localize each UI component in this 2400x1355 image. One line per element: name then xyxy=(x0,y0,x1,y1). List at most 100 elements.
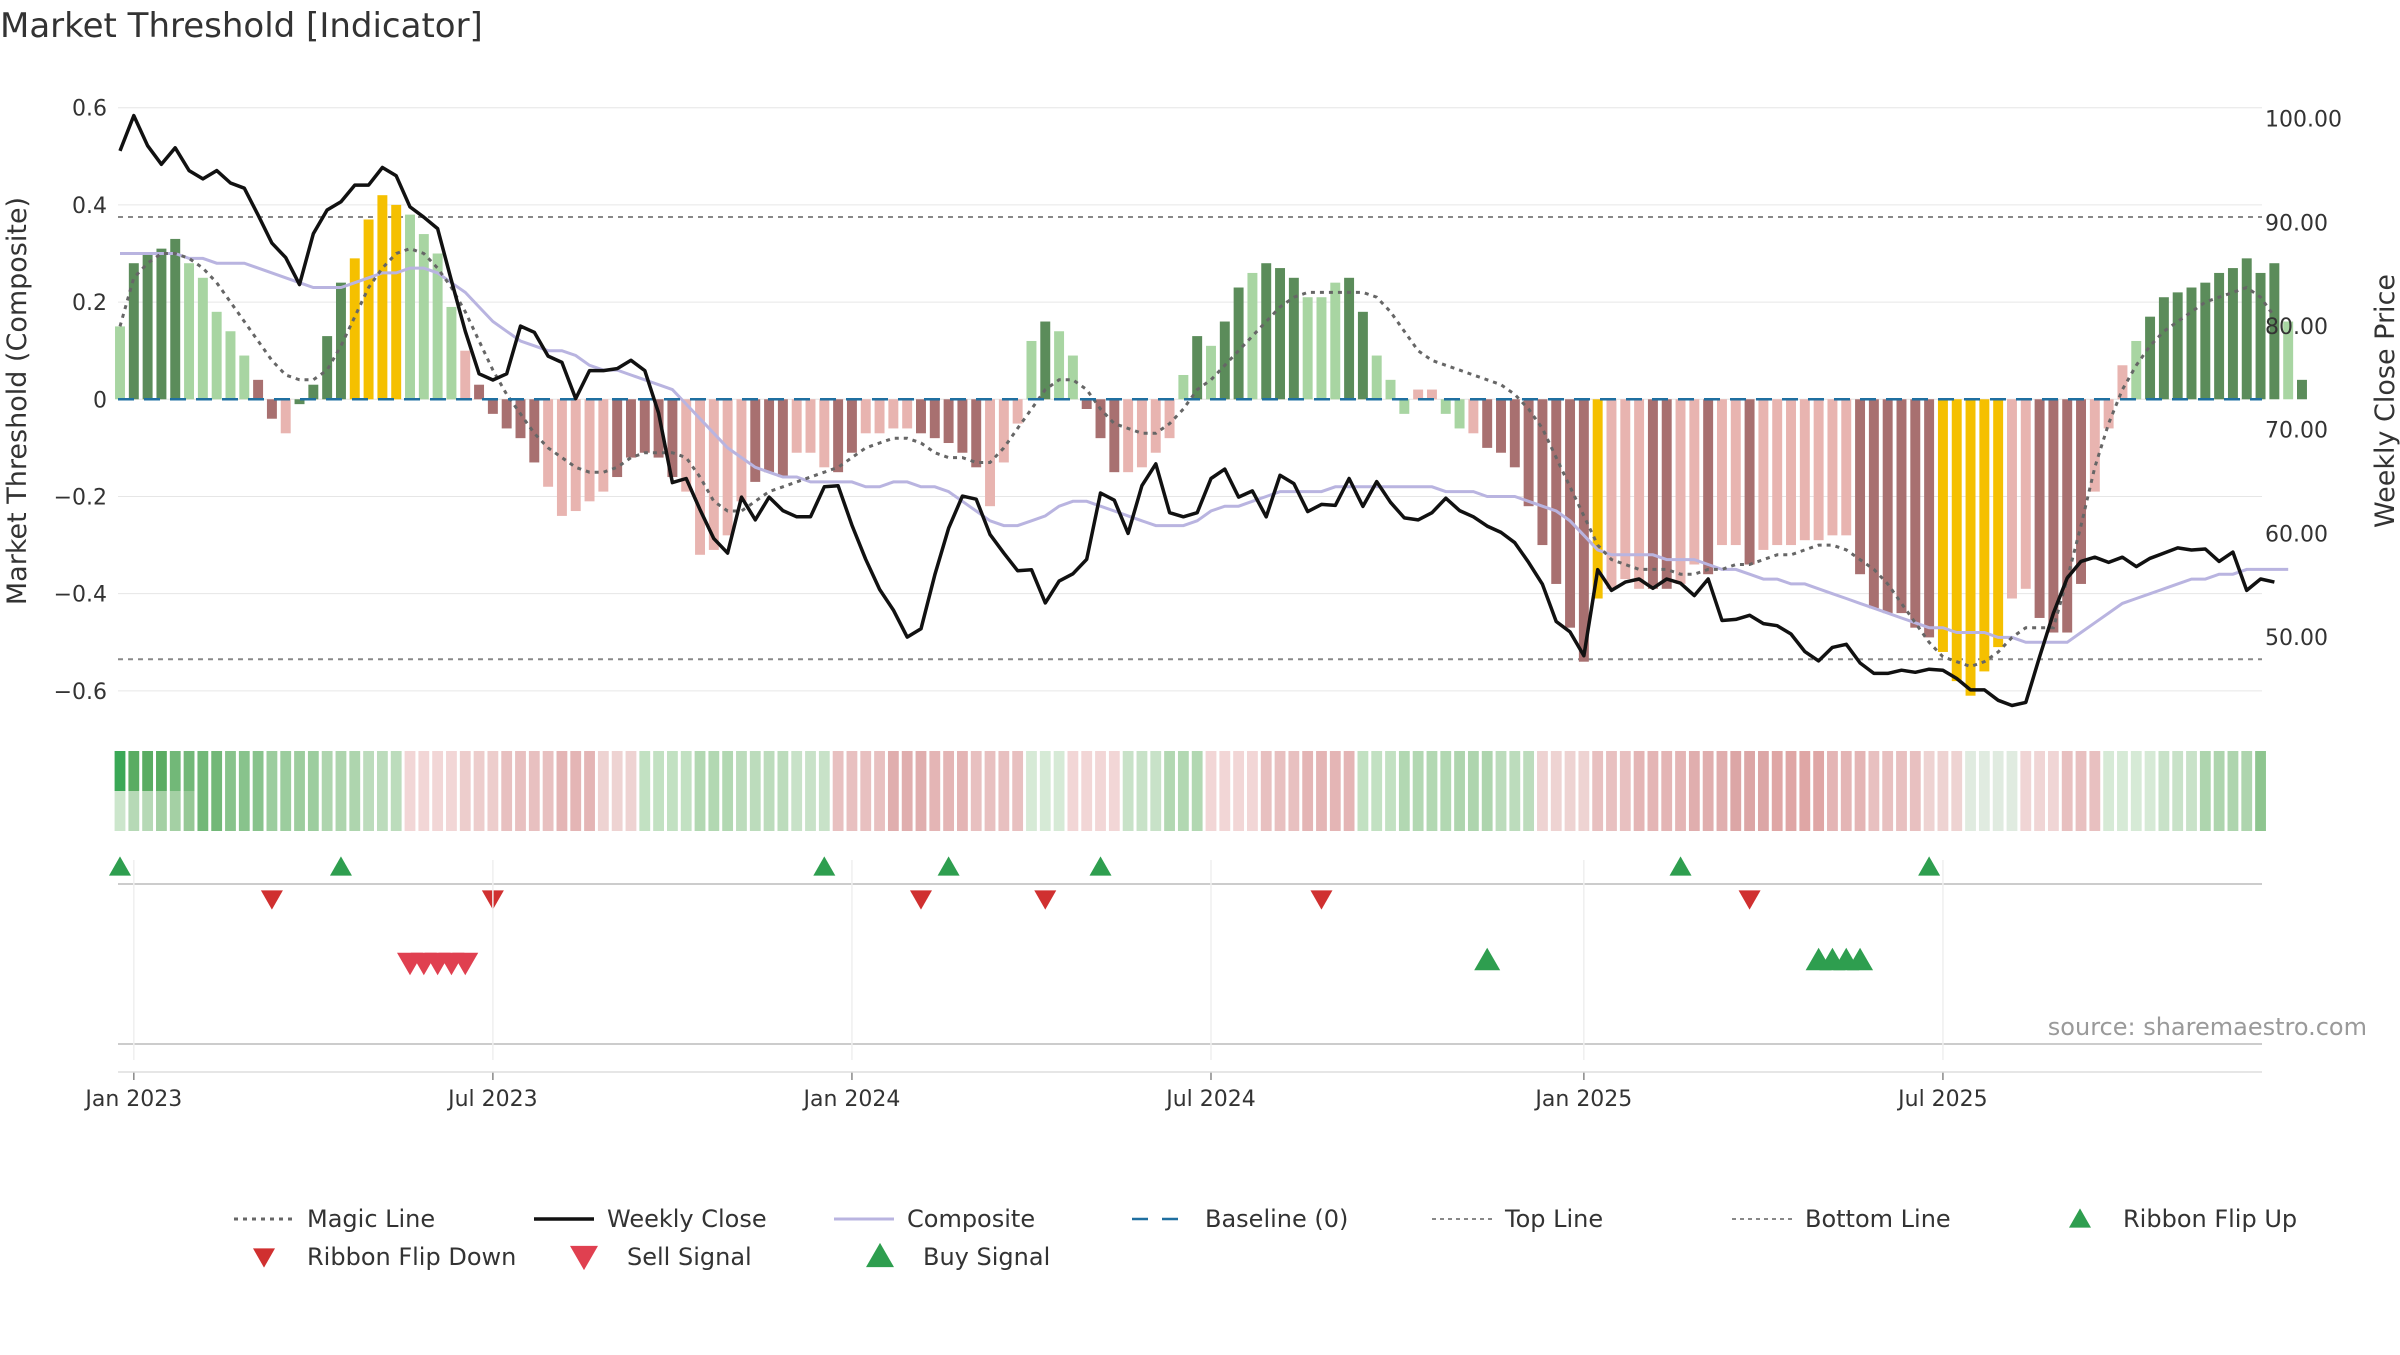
ribbon-cell xyxy=(1233,751,1245,791)
composite-bar xyxy=(1993,399,2004,648)
legend-label: Buy Signal xyxy=(923,1243,1050,1271)
composite-bar xyxy=(1316,297,1327,400)
composite-bar xyxy=(902,399,913,429)
ribbon-cell xyxy=(1840,791,1852,831)
ribbon-cell xyxy=(1647,791,1659,831)
ribbon-cell xyxy=(1233,791,1245,831)
composite-bar xyxy=(418,234,429,400)
legend-swatch xyxy=(2069,1208,2091,1228)
legend-label: Ribbon Flip Down xyxy=(307,1243,516,1271)
ribbon-cell xyxy=(556,791,568,831)
composite-bar xyxy=(253,379,264,400)
ribbon-cell xyxy=(183,791,195,831)
ribbon-cell xyxy=(1688,791,1700,831)
ribbon-cell xyxy=(238,791,250,831)
ribbon-cell xyxy=(570,751,582,791)
composite-bar xyxy=(446,306,457,400)
composite-bar xyxy=(1647,399,1658,589)
ribbon-cell xyxy=(1854,751,1866,791)
ribbon-cell xyxy=(1909,791,1921,831)
ribbon-cell xyxy=(1454,751,1465,791)
composite-bar xyxy=(556,399,567,516)
composite-bar xyxy=(916,399,926,434)
ribbon-flip-up-marker xyxy=(1089,856,1112,876)
composite-bar xyxy=(1150,399,1161,453)
magic-line xyxy=(118,247,2276,669)
composite-bar xyxy=(1426,389,1437,400)
ribbon-cell xyxy=(225,791,236,831)
ribbon-cell xyxy=(211,791,223,831)
ribbon-cell xyxy=(1205,791,1217,831)
ribbon-cell xyxy=(1827,791,1838,831)
composite-bar xyxy=(1841,399,1852,536)
ribbon-cell xyxy=(597,791,609,831)
ribbon-cell xyxy=(984,751,996,791)
ribbon-cell xyxy=(998,751,1010,791)
composite-bar xyxy=(1371,355,1382,400)
composite-bar xyxy=(1136,399,1147,468)
ribbon-cell xyxy=(1039,751,1051,791)
ribbon-cell xyxy=(1757,791,1769,831)
ribbon-cell xyxy=(1937,791,1949,831)
composite-bar xyxy=(722,399,733,536)
composite-bar xyxy=(1868,399,1879,609)
composite-bar xyxy=(1675,399,1686,584)
composite-bar xyxy=(888,399,899,429)
right-tick-label: 90.00 xyxy=(2265,211,2328,236)
composite-bar xyxy=(1882,399,1893,614)
ribbon-cell xyxy=(1108,751,1120,791)
composite-bar xyxy=(1123,399,1134,473)
ribbon-cell xyxy=(1716,751,1728,791)
ribbon-cell xyxy=(1150,751,1162,791)
ribbon-cell xyxy=(1012,791,1024,831)
x-tick-label: Jan 2025 xyxy=(1533,1087,1632,1112)
ribbon-cell xyxy=(611,751,623,791)
ribbon-cell xyxy=(2186,791,2197,831)
ribbon-cell xyxy=(321,791,333,831)
composite-bar xyxy=(156,248,167,400)
ribbon-cell xyxy=(487,751,499,791)
ribbon-cell xyxy=(1509,791,1521,831)
ribbon-flip-panel xyxy=(109,856,2262,910)
composite-bar xyxy=(1786,399,1796,546)
composite-bar xyxy=(1965,399,1976,696)
composite-bar xyxy=(1067,355,1078,400)
ribbon-cell xyxy=(1592,791,1604,831)
ribbon-cell xyxy=(1923,751,1935,791)
ribbon-cell xyxy=(1219,791,1231,831)
composite-bar xyxy=(1399,399,1410,414)
weekly-close-line xyxy=(118,113,2275,708)
ribbon-cell xyxy=(2158,751,2170,791)
composite-bar xyxy=(1592,399,1603,599)
ribbon-cell xyxy=(887,791,899,831)
composite-bar xyxy=(1330,282,1341,400)
ribbon-cell xyxy=(197,751,209,791)
ribbon-cell xyxy=(680,751,692,791)
composite-bar xyxy=(405,214,415,400)
ribbon-cell xyxy=(943,751,955,791)
composite-bar xyxy=(1689,399,1700,565)
right-tick-label: 70.00 xyxy=(2265,419,2328,444)
composite-bar xyxy=(985,399,996,507)
legend-label: Baseline (0) xyxy=(1205,1205,1348,1233)
composite-bar xyxy=(1634,399,1645,589)
ribbon-cell xyxy=(294,791,305,831)
composite-bar xyxy=(1040,321,1051,400)
ribbon-cell xyxy=(2255,751,2266,791)
buy-signal-marker xyxy=(1474,947,1501,971)
composite-bar xyxy=(1095,399,1106,439)
ribbon-cell xyxy=(280,751,292,791)
legend-label: Ribbon Flip Up xyxy=(2123,1205,2297,1233)
ribbon-cell xyxy=(736,751,747,791)
ribbon-cell xyxy=(473,791,485,831)
ribbon-cell xyxy=(142,751,154,791)
ribbon-cell xyxy=(1509,751,1521,791)
composite-bar xyxy=(1509,399,1520,468)
composite-bar xyxy=(115,326,125,400)
ribbon-cell xyxy=(1937,751,1949,791)
ribbon-cell xyxy=(1965,791,1976,831)
ribbon-cell xyxy=(2117,791,2128,831)
composite-bar xyxy=(1261,263,1272,400)
composite-bar xyxy=(791,399,802,453)
